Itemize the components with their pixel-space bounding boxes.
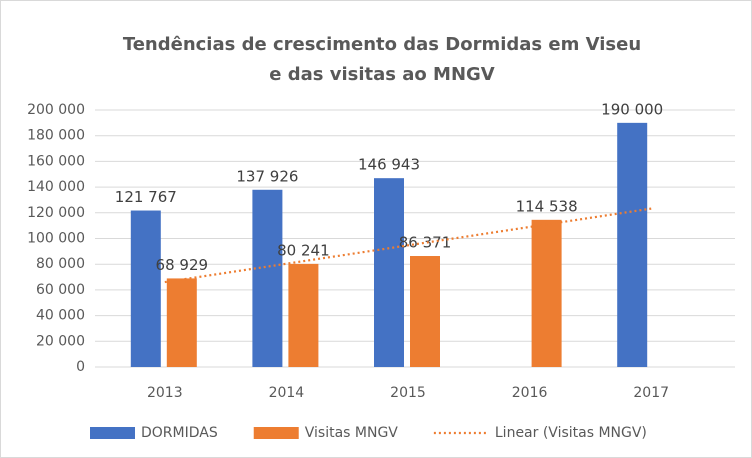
- y-tick-label: 140 000: [27, 179, 85, 195]
- chart-title: Tendências de crescimento das Dormidas e…: [123, 34, 641, 55]
- bar: [252, 189, 283, 367]
- value-label: 80 241: [277, 241, 330, 259]
- bar: [617, 122, 648, 367]
- x-tick-label: 2016: [512, 385, 548, 401]
- y-tick-label: 100 000: [27, 231, 85, 247]
- legend-label: Visitas MNGV: [305, 425, 399, 441]
- x-tick-label: 2015: [390, 385, 426, 401]
- bar: [374, 178, 404, 367]
- y-tick-label: 180 000: [27, 128, 85, 144]
- value-label: 114 538: [516, 197, 578, 215]
- y-tick-label: 80 000: [36, 256, 85, 272]
- chart-title: e das visitas ao MNGV: [269, 64, 495, 85]
- value-label: 137 926: [236, 167, 298, 185]
- legend-label: DORMIDAS: [141, 425, 218, 441]
- bar: [531, 219, 562, 367]
- bar: [288, 263, 319, 367]
- bar: [166, 278, 197, 367]
- x-tick-label: 2013: [147, 385, 183, 401]
- legend-label: Linear (Visitas MNGV): [495, 425, 647, 441]
- bar: [410, 256, 440, 367]
- value-label: 86 371: [399, 234, 452, 252]
- legend-swatch: [253, 427, 299, 439]
- bar: [130, 210, 161, 367]
- value-label: 190 000: [601, 100, 663, 118]
- value-label: 146 943: [358, 156, 420, 174]
- y-tick-label: 120 000: [27, 205, 85, 221]
- y-tick-label: 40 000: [36, 308, 85, 324]
- trendline: [164, 207, 652, 284]
- legend-swatch: [90, 427, 135, 439]
- y-tick-label: 200 000: [27, 102, 85, 118]
- x-tick-label: 2014: [269, 385, 305, 401]
- y-tick-label: 20 000: [36, 333, 85, 349]
- y-tick-label: 0: [76, 359, 85, 375]
- y-tick-label: 60 000: [36, 282, 85, 298]
- y-tick-label: 160 000: [27, 153, 85, 169]
- x-tick-label: 2017: [633, 385, 669, 401]
- value-label: 68 929: [156, 256, 209, 274]
- value-label: 121 767: [115, 188, 177, 206]
